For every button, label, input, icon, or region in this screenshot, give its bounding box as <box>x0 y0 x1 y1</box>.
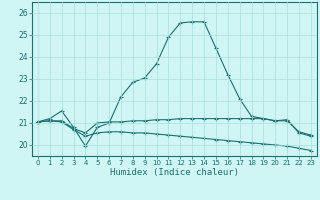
X-axis label: Humidex (Indice chaleur): Humidex (Indice chaleur) <box>110 168 239 177</box>
